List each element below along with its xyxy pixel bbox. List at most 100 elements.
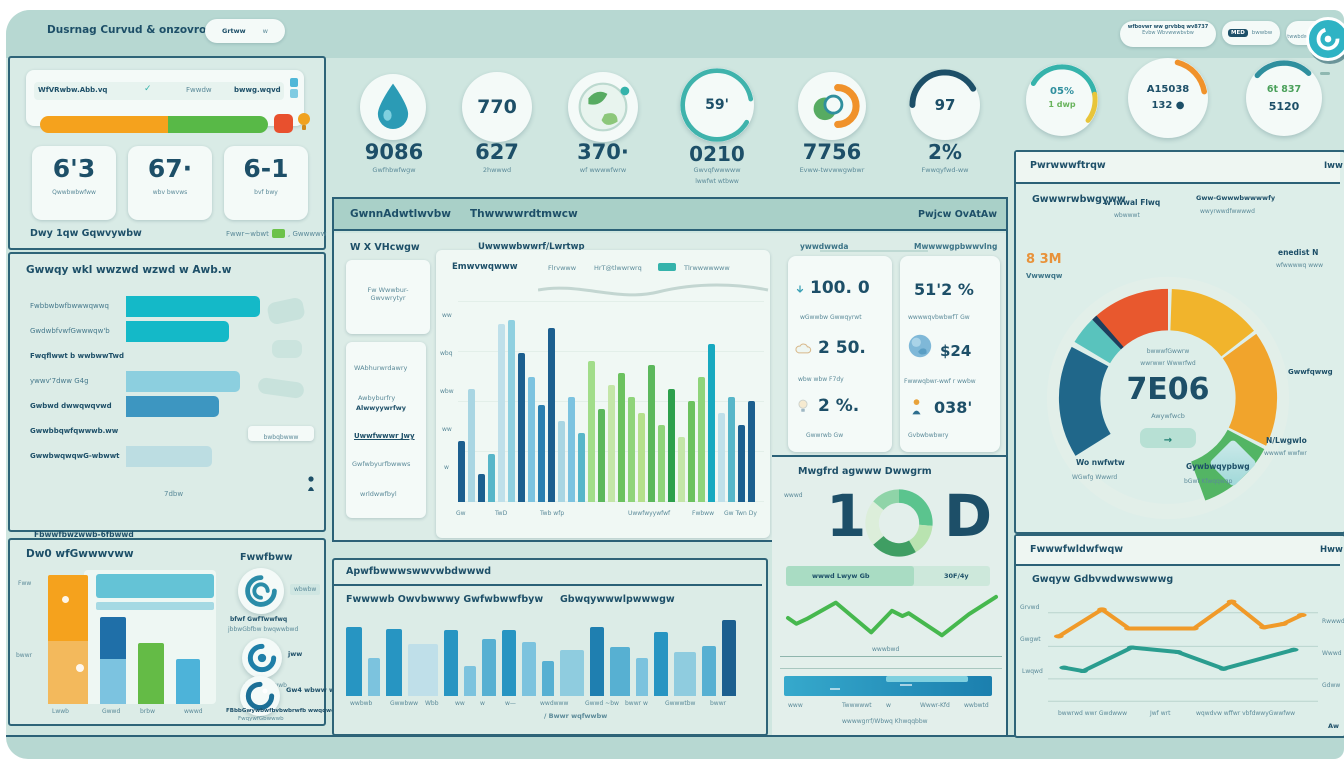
bulb-icon[interactable]: [298, 113, 310, 125]
bottom-xlabel: bwwr: [710, 700, 727, 707]
stat-card-3: 6-1 bvf bwy: [224, 146, 308, 220]
inner-sidebar-top-label: Fw Wwwbur-Gwvwrytyr: [367, 286, 409, 302]
avatar[interactable]: [1306, 17, 1344, 61]
bottom-xlabel: Gwwwtbw: [665, 700, 696, 707]
legend-green-chip: [272, 229, 285, 238]
chart-shape: [1222, 333, 1278, 446]
insight-xlabel: www: [788, 702, 803, 709]
bar: [618, 372, 625, 502]
gauge-panel-header-right: Iww: [1324, 161, 1343, 171]
sidebar-item-5[interactable]: wrldwwfbyl: [360, 490, 397, 498]
insight-footer: wwwwgrrf/Wbwq Khwqqbbw: [842, 718, 928, 725]
kpi-value: 370·: [577, 140, 629, 164]
sidebar-item-3[interactable]: Uwwfwwwr Jwy: [354, 432, 415, 440]
chart-shape: [1085, 91, 1098, 123]
range-pill-value: w: [262, 27, 268, 35]
bar: [386, 628, 402, 696]
insight-donut: [862, 486, 936, 560]
kpi-col1-v2: 2 50.: [818, 338, 866, 358]
bottom-xlabel: wwdwww: [540, 700, 569, 707]
chart-shape: Fwqflwwt b wwbwwTwd: [30, 344, 298, 369]
badge-1-line2: 1 dwp: [1048, 100, 1076, 109]
bar: [678, 437, 685, 502]
badge-1-line1: 05%: [1050, 86, 1074, 97]
kpi-circle-2: 770: [462, 72, 532, 142]
insight-line-caption: wwwbwd: [872, 646, 900, 653]
insight-xlabel: Wwwr-Kfd: [920, 702, 950, 709]
insight-title: Mwgfrd agwww Dwwgrm: [798, 466, 932, 477]
feature-item-1[interactable]: [238, 568, 284, 614]
badge-3-line2: 5120: [1268, 100, 1300, 113]
stat-value: 67·: [147, 154, 193, 183]
feature-item-3[interactable]: [240, 676, 280, 716]
alert-button[interactable]: [274, 114, 293, 133]
gauge-label-e: Gwwfqwwg: [1288, 368, 1333, 376]
tab-connections[interactable]: GwnnAdwtlwvbw: [350, 208, 451, 220]
chart-shape: [873, 535, 916, 557]
kpi-col1-c3: Gwwrwb Gw: [806, 432, 844, 439]
chart-shape: [48, 640, 88, 704]
header-med-pill[interactable]: MED bwwbw: [1222, 21, 1280, 45]
forecast-xlabel: wqwdvw wffwr vbfdwwyGwwfww: [1196, 710, 1296, 717]
med-label: bwwbw: [1251, 30, 1273, 36]
sidebar-item-2[interactable]: Alwwyywrfwy: [356, 404, 407, 412]
kpi-value: 9086: [364, 140, 424, 164]
gauge-label-gs: WGwfg Wwwrd: [1072, 474, 1118, 481]
insight-progress-fill: [786, 566, 914, 586]
check-icon: ✓: [144, 84, 152, 94]
chart-shape: [1296, 613, 1307, 618]
kpi-caption: Fwwqyfwd-ww: [921, 166, 969, 174]
bar: [548, 328, 555, 502]
tab-orbits[interactable]: Pwjcw OvAtAw: [918, 209, 998, 220]
sidebar-item-0[interactable]: WAbhurwrdawry: [354, 364, 408, 372]
teal-band: [96, 574, 214, 598]
insight-bar-mark-2: [900, 684, 912, 686]
chart-shape: [1046, 276, 1290, 520]
sidebar-item-1[interactable]: Awbyburfry: [358, 394, 396, 402]
feature-item-2[interactable]: [242, 638, 282, 678]
main-ylabel: ww: [442, 426, 452, 433]
kpi-col2-v2: $24: [940, 342, 972, 360]
bar: [458, 441, 465, 502]
insight-rule-1: [780, 656, 1002, 657]
bar: [688, 401, 695, 502]
chart-shape: [909, 69, 948, 108]
kpi-circle-5: [798, 72, 866, 140]
date-range-pill[interactable]: Grtww w: [205, 19, 285, 43]
insight-tiny-label: wwwd: [784, 492, 803, 499]
bar: [658, 425, 665, 502]
gauge-action-pill[interactable]: →: [1140, 428, 1196, 448]
bar-dot-2: [76, 664, 84, 672]
bar: [482, 638, 496, 696]
bottom-xlabel: Wbb: [425, 700, 439, 707]
gauge-label-g: Wo nwfwtw: [1076, 458, 1125, 467]
chart-shape: [1078, 669, 1088, 674]
gauge-center-line2: wwrwwr Wwwrfwd: [1140, 360, 1196, 367]
bar: [628, 396, 635, 502]
scrollbar-thumb-top[interactable]: [290, 78, 298, 87]
bottom-xlabel: Gwwbww: [390, 700, 419, 707]
bar-dot-1: [62, 596, 69, 603]
chart-shape: [1218, 666, 1229, 671]
chart-shape: [126, 396, 219, 417]
forecast-title: Gwqyw Gdbvwdwwswwwg: [1032, 574, 1174, 585]
tab-thermometrics[interactable]: Thwwwwrdtmwcw: [470, 208, 578, 220]
bar: [138, 643, 164, 704]
gauge-label-a3: enedist N: [1278, 248, 1319, 257]
kpi-subcaption: lwwfwt wtbww: [695, 178, 739, 185]
scrollbar-thumb-bottom[interactable]: [290, 89, 298, 98]
header-info-line2: Evbw Wbvwwwbvbw: [1142, 30, 1194, 36]
bar: [488, 453, 495, 502]
inner-sidebar-list-card: [346, 342, 426, 518]
avatar-swirl-icon: [1316, 27, 1340, 51]
chart-shape: [1092, 315, 1124, 350]
bar: [590, 627, 604, 696]
chart-shape: [1124, 626, 1134, 631]
main-chart-legend-title: Emwvwqwww: [452, 262, 518, 272]
bottom-panel-header-rule: [334, 584, 762, 586]
bar: [468, 388, 475, 502]
bar: [598, 409, 605, 502]
header-info-pill[interactable]: wfbovwr ww grvbbq wv8737 Evbw Wbvwwwbvbw: [1120, 21, 1216, 47]
sidebar-item-4[interactable]: Gwfwbyurfbwwws: [352, 460, 411, 468]
search-inner-field: [34, 82, 284, 100]
